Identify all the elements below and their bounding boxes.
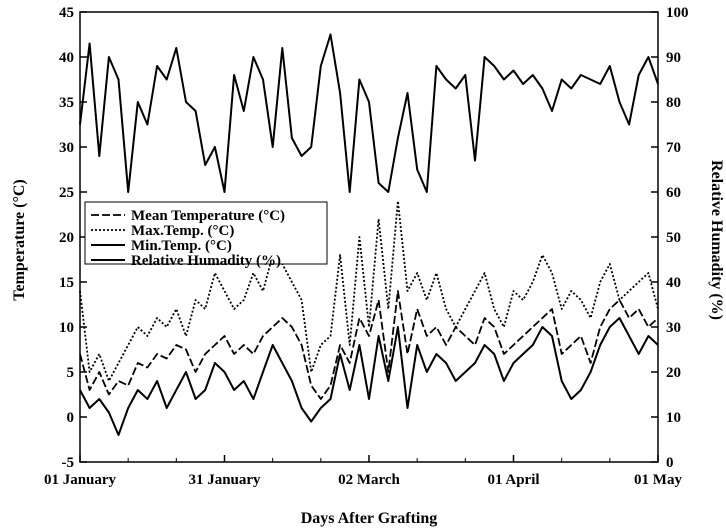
- y-left-tick-label: 35: [59, 95, 74, 111]
- y-axis-title-left: Temperature (°C): [11, 179, 28, 300]
- y-right-tick-label: 80: [666, 95, 681, 111]
- y-left-tick-label: 40: [59, 50, 74, 66]
- y-right-tick-label: 50: [666, 230, 681, 246]
- x-tick-label: 01 January: [44, 472, 117, 488]
- y-right-tick-label: 30: [666, 320, 681, 336]
- y-left-tick-label: 15: [59, 275, 74, 291]
- x-tick-label: 01 May: [634, 472, 682, 488]
- y-right-tick-label: 10: [666, 410, 681, 426]
- y-left-tick-label: 30: [59, 140, 74, 156]
- x-axis-title: Days After Grafting: [301, 510, 438, 527]
- x-tick-label: 02 March: [338, 472, 400, 488]
- legend-label-3: Min.Temp. (°C): [131, 238, 232, 254]
- series-line-3: [79, 317, 659, 436]
- series-line-1: [79, 290, 659, 400]
- legend-box: [84, 201, 328, 265]
- y-right-tick-label: 40: [666, 275, 681, 291]
- y-left-tick-label: 5: [67, 365, 75, 381]
- series-line-4: [79, 33, 659, 193]
- x-tick-label: 01 April: [487, 472, 539, 488]
- y-right-tick-label: 90: [666, 50, 681, 66]
- y-left-tick-label: 10: [59, 320, 74, 336]
- y-right-tick-label: 0: [666, 455, 674, 471]
- y-right-tick-label: 60: [666, 185, 681, 201]
- y-left-tick-label: 20: [59, 230, 74, 246]
- y-right-tick-label: 70: [666, 140, 681, 156]
- y-left-tick-label: 0: [67, 410, 75, 426]
- y-right-tick-label: 20: [666, 365, 681, 381]
- y-right-tick-label: 100: [666, 5, 689, 21]
- legend-label-2: Max.Temp. (°C): [131, 223, 234, 239]
- y-left-tick-label: 45: [59, 5, 74, 21]
- axes: 454035302520151050-510090807060504030201…: [44, 5, 689, 488]
- legend-label-1: Mean Temperature (°C): [131, 208, 285, 224]
- legend: Mean Temperature (°C)Max.Temp. (°C)Min.T…: [84, 201, 328, 269]
- x-tick-label: 31 January: [188, 472, 261, 488]
- series-layer: [79, 33, 659, 436]
- series-line-2: [79, 200, 659, 382]
- y-axis-title-right: Relative Humadity (%): [708, 160, 725, 320]
- y-left-tick-label: 25: [59, 185, 74, 201]
- y-left-tick-label: -5: [62, 455, 75, 471]
- legend-label-4: Relative Humadity (%): [131, 253, 281, 269]
